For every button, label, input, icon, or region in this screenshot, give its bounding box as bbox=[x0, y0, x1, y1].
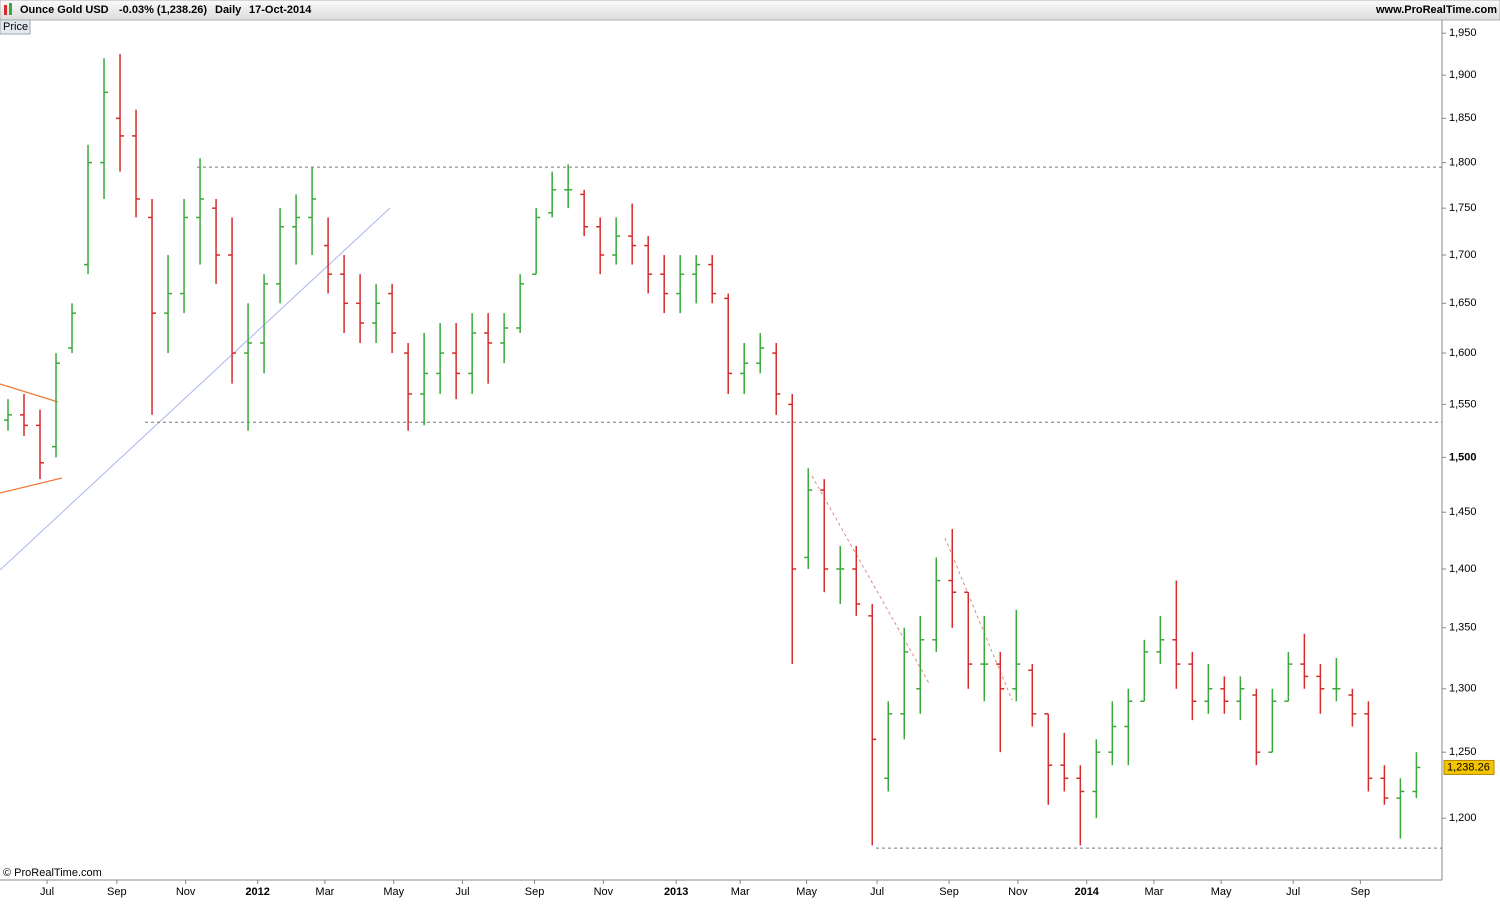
x-tick-label: May bbox=[796, 886, 817, 898]
x-tick-label: Sep bbox=[525, 886, 545, 898]
x-tick-label: May bbox=[383, 886, 404, 898]
change: -0.03% (1,238.26) bbox=[119, 4, 207, 16]
header-bar bbox=[0, 0, 1500, 21]
x-tick-label: 2014 bbox=[1074, 886, 1099, 898]
x-tick-label: Jul bbox=[1286, 886, 1300, 898]
x-tick-label: Mar bbox=[731, 886, 750, 898]
panel-label: Price bbox=[3, 21, 28, 33]
x-tick-label: Jul bbox=[40, 886, 54, 898]
period: Daily bbox=[215, 4, 242, 16]
y-tick-label: 1,550 bbox=[1449, 398, 1477, 410]
y-tick-label: 1,450 bbox=[1449, 506, 1477, 518]
y-tick-label: 1,950 bbox=[1449, 27, 1477, 39]
last-price-label: 1,238.26 bbox=[1447, 761, 1490, 773]
y-tick-label: 1,400 bbox=[1449, 563, 1477, 575]
y-tick-label: 1,300 bbox=[1449, 683, 1477, 695]
trend-line bbox=[811, 475, 931, 686]
trend-line bbox=[0, 207, 391, 571]
trend-line bbox=[0, 383, 59, 403]
y-tick-label: 1,700 bbox=[1449, 249, 1477, 261]
y-tick-label: 1,900 bbox=[1449, 69, 1477, 81]
x-tick-label: Jul bbox=[455, 886, 469, 898]
trend-line bbox=[0, 477, 63, 494]
last-price-box bbox=[1443, 759, 1495, 775]
x-tick-label: Sep bbox=[107, 886, 127, 898]
y-tick-label: 1,850 bbox=[1449, 112, 1477, 124]
x-tick-label: Sep bbox=[1351, 886, 1371, 898]
y-tick-label: 1,600 bbox=[1449, 347, 1477, 359]
y-tick-label: 1,750 bbox=[1449, 202, 1477, 214]
icon bbox=[9, 3, 12, 15]
trend-line bbox=[944, 537, 1013, 701]
panel-tab[interactable] bbox=[0, 19, 31, 35]
site: www.ProRealTime.com bbox=[1375, 4, 1497, 16]
plot bbox=[4, 54, 1442, 849]
x-tick-label: Nov bbox=[176, 886, 196, 898]
instrument: Ounce Gold USD bbox=[20, 4, 109, 16]
x-tick-label: Nov bbox=[1008, 886, 1028, 898]
y-tick-label: 1,800 bbox=[1449, 157, 1477, 169]
icon bbox=[4, 5, 7, 15]
date: 17-Oct-2014 bbox=[249, 4, 312, 16]
x-tick-label: Jul bbox=[870, 886, 884, 898]
x-tick-label: 2012 bbox=[245, 886, 269, 898]
x-tick-label: 2013 bbox=[664, 886, 688, 898]
x-tick-label: Sep bbox=[939, 886, 959, 898]
y-tick-label: 1,650 bbox=[1449, 297, 1477, 309]
x-tick-label: Mar bbox=[315, 886, 334, 898]
x-tick-label: May bbox=[1211, 886, 1232, 898]
y-tick-label: 1,250 bbox=[1449, 746, 1477, 758]
x-tick-label: Mar bbox=[1144, 886, 1163, 898]
y-tick-label: 1,350 bbox=[1449, 622, 1477, 634]
copyright: © ProRealTime.com bbox=[3, 867, 102, 879]
y-tick-label: 1,500 bbox=[1449, 451, 1477, 463]
x-tick-label: Nov bbox=[594, 886, 614, 898]
y-tick-label: 1,200 bbox=[1449, 812, 1477, 824]
